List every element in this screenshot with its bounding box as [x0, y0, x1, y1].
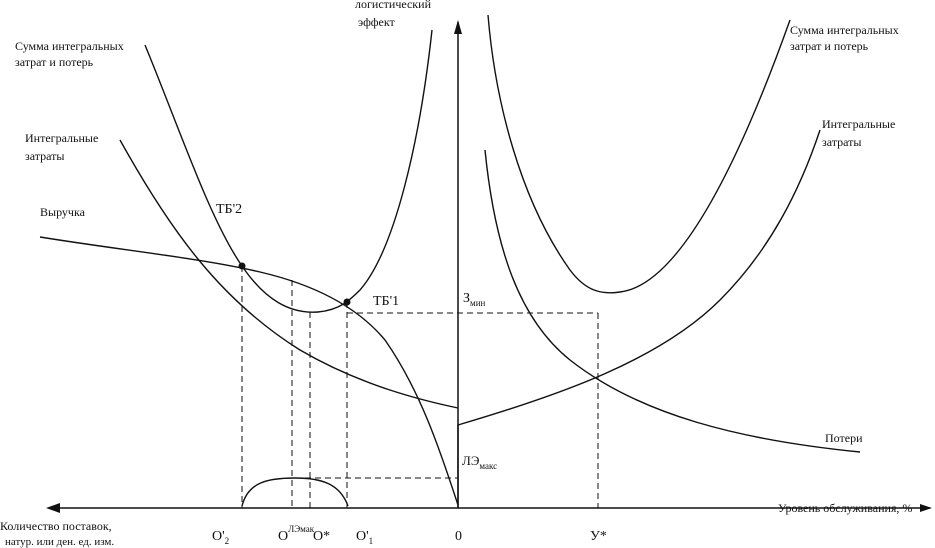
symbol: O* — [313, 529, 330, 544]
label: Сумма интегральных — [790, 23, 899, 37]
right-arrow — [920, 504, 932, 512]
x-label: O'1 — [356, 529, 373, 546]
y-label: логистический — [355, 0, 432, 11]
label: Интегральные — [822, 117, 895, 131]
label: Змин — [463, 291, 486, 308]
sub: макс — [479, 461, 497, 471]
symbol: ЛЭ — [462, 453, 480, 468]
right-integral-curve — [457, 129, 821, 426]
sup: ЛЭмак — [288, 524, 315, 534]
label: затраты — [25, 149, 64, 163]
label: ЛЭмакс — [462, 453, 497, 471]
left-axis-label: Количество поставок, — [0, 519, 112, 533]
label: затраты — [822, 135, 861, 149]
x-label: O* — [313, 529, 330, 544]
revenue-curve — [39, 236, 459, 506]
symbol: O' — [356, 529, 369, 544]
left-axis-label: натур. или ден. ед. изм. — [5, 536, 114, 548]
right-sum-curve — [487, 14, 791, 294]
symbol: O — [278, 529, 288, 544]
symbol: O' — [212, 529, 225, 544]
losses-curve — [484, 149, 861, 453]
left-sum-curve — [144, 29, 433, 313]
label: Интегральные — [25, 131, 98, 145]
x-label: O'2 — [212, 529, 229, 546]
label: Сумма интегральных — [15, 39, 124, 53]
hump — [241, 477, 349, 507]
left-arrow — [46, 503, 60, 513]
symbol: У* — [590, 529, 607, 544]
label: затрат и потерь — [790, 39, 869, 53]
sub: мин — [470, 298, 486, 308]
label: Выручка — [40, 205, 86, 219]
point — [238, 262, 246, 270]
label: Потери — [825, 431, 863, 445]
symbol: 0 — [455, 529, 462, 544]
sub: 1 — [369, 536, 374, 546]
x-label: OЛЭмак — [278, 524, 315, 544]
label: ТБ'2 — [216, 202, 242, 217]
x-label: У* — [590, 529, 607, 544]
label: ТБ'1 — [373, 294, 399, 309]
symbol: З — [463, 291, 470, 306]
y-label: эффект — [358, 15, 396, 29]
up-arrow — [454, 20, 462, 34]
label: затрат и потерь — [15, 55, 94, 69]
left-integral-curve — [119, 139, 459, 409]
x-axis-label: Уровень обслуживания, % — [778, 501, 912, 515]
point — [343, 298, 351, 306]
x-label: 0 — [455, 529, 462, 544]
sub: 2 — [225, 536, 230, 546]
